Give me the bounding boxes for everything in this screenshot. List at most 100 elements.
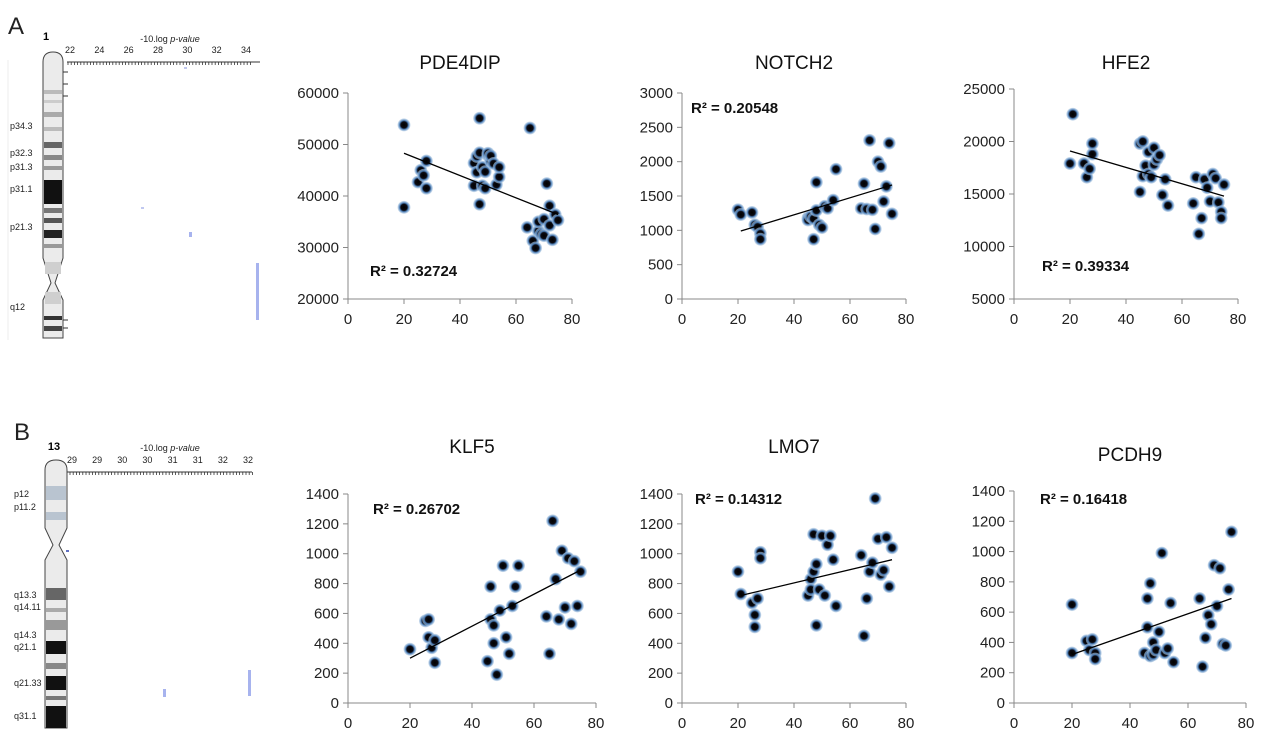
band-label: q14.11 <box>14 602 41 612</box>
chromosome-1-ideogram: 1 -10.log p-value 22 24 26 28 30 32 34 <box>10 31 260 339</box>
chromosome-band <box>44 180 62 204</box>
chromosome-tick-label: 34 <box>241 45 251 55</box>
scatter-chart-klf5: KLF5 0 200 400 600 800 1000 1200 1400 0 20 40 60 80 R²… <box>306 437 605 732</box>
trendline <box>403 152 559 216</box>
y-tick-label: 0 <box>997 695 1005 712</box>
y-tick-label: 800 <box>648 576 673 593</box>
data-point <box>558 600 572 614</box>
y-tick-label: 40000 <box>297 188 339 205</box>
chromosome-band <box>44 244 62 248</box>
data-point <box>1144 170 1158 184</box>
x-tick-label: 0 <box>1010 311 1018 328</box>
band-label: p34.3 <box>10 121 33 131</box>
x-tick-label: 60 <box>526 715 543 732</box>
y-tick-label: 600 <box>314 605 339 622</box>
y-tick-label: 1000 <box>972 544 1005 561</box>
data-point <box>502 647 516 661</box>
scatter-chart-pde4dip: PDE4DIP 20000 30000 40000 50000 60000 0 20 40 60 8… <box>297 53 580 328</box>
x-tick-label: 40 <box>1122 715 1139 732</box>
data-point <box>428 656 442 670</box>
panel-letter-b: B <box>14 419 30 446</box>
data-point <box>868 491 882 505</box>
data-point <box>1155 546 1169 560</box>
chromosome-axis-title: -10.log p-value <box>140 443 200 453</box>
trendline <box>740 184 893 232</box>
r-squared-label: R² = 0.20548 <box>691 100 778 117</box>
chromosome-band <box>44 230 62 238</box>
data-point <box>865 203 879 217</box>
x-tick-label: 20 <box>396 311 413 328</box>
data-point <box>807 232 821 246</box>
data-point <box>1065 646 1079 660</box>
scatter-chart-notch2: NOTCH2 0 500 1000 1500 2000 2500 3000 0 20 40 60 80 R… <box>640 53 915 328</box>
data-point <box>493 603 507 617</box>
data-point <box>397 118 411 132</box>
association-signal-mark <box>256 263 259 320</box>
data-point <box>490 668 504 682</box>
data-point <box>1065 598 1079 612</box>
chart-title: KLF5 <box>449 437 494 458</box>
chromosome-band <box>44 127 62 131</box>
data-point <box>1219 638 1233 652</box>
data-point <box>512 559 525 573</box>
y-tick-label: 200 <box>314 665 339 682</box>
chromosome-band <box>44 155 62 160</box>
chromosome-tick-label: 24 <box>94 45 104 55</box>
data-point <box>551 213 565 227</box>
chromosome-band <box>45 292 61 304</box>
r-squared-label: R² = 0.39334 <box>1042 258 1130 275</box>
x-tick-label: 0 <box>678 715 686 732</box>
data-point <box>484 580 498 594</box>
chromosome-tick-label: 29 <box>67 455 77 465</box>
trendline <box>1069 150 1225 197</box>
chart-title: PCDH9 <box>1098 445 1162 466</box>
data-point <box>419 181 433 195</box>
data-point <box>734 208 748 222</box>
data-point <box>496 559 510 573</box>
data-point <box>417 168 431 182</box>
chromosome-band <box>44 142 62 148</box>
chromosome-number-label: 13 <box>48 441 60 453</box>
y-tick-label: 1200 <box>306 516 339 533</box>
chromosome-band <box>44 316 62 320</box>
data-point <box>1195 211 1209 225</box>
data-point <box>1088 652 1102 666</box>
chromosome-axis-title: -10.log p-value <box>140 34 200 44</box>
data-point <box>397 200 411 214</box>
data-point <box>574 565 587 579</box>
chromosome-band <box>46 620 66 630</box>
band-label: p21.3 <box>10 222 33 232</box>
y-tick-label: 2500 <box>640 119 673 136</box>
data-point <box>1222 582 1236 596</box>
data-point <box>422 612 436 626</box>
data-point <box>826 553 840 567</box>
y-tick-label: 2000 <box>640 154 673 171</box>
y-tick-label: 1200 <box>640 516 673 533</box>
chromosome-band <box>46 486 66 500</box>
scatter-chart-hfe2: HFE2 5000 10000 15000 20000 25000 0 20 40 60 80 R² … <box>963 53 1246 328</box>
data-point <box>499 630 513 644</box>
chromosome-tick-label: 32 <box>212 45 222 55</box>
y-tick-label: 200 <box>648 665 673 682</box>
data-point <box>492 170 506 184</box>
data-point <box>1143 576 1157 590</box>
y-tick-label: 1200 <box>972 513 1005 530</box>
data-point <box>1083 162 1097 176</box>
association-signal-mark <box>141 207 144 209</box>
data-point <box>1136 135 1150 148</box>
chromosome-tick-label: 31 <box>168 455 178 465</box>
data-point <box>473 111 487 125</box>
chromosome-tick-label: 31 <box>193 455 203 465</box>
chromosome-band <box>44 218 62 223</box>
chromosome-band <box>46 641 66 654</box>
chromosome-tick-label: 30 <box>142 455 152 465</box>
data-point <box>885 207 899 221</box>
x-tick-label: 40 <box>452 311 469 328</box>
data-point <box>877 563 891 577</box>
data-point <box>1198 631 1212 645</box>
data-point <box>523 121 537 135</box>
data-point <box>815 221 829 235</box>
chromosome-tick-label: 30 <box>117 455 127 465</box>
data-point <box>1152 625 1166 639</box>
